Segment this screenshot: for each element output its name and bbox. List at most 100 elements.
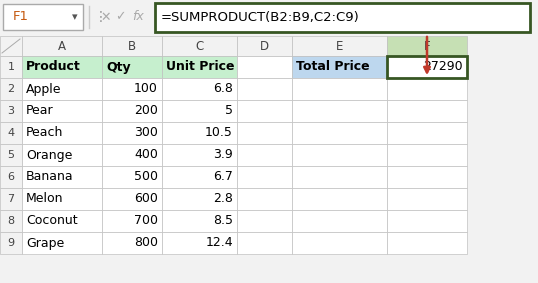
Bar: [387, 56, 467, 78]
Bar: [292, 232, 387, 254]
Bar: [0, 122, 22, 144]
Text: Grape: Grape: [26, 237, 64, 250]
Text: 300: 300: [134, 127, 158, 140]
Text: Banana: Banana: [26, 170, 74, 183]
Bar: [102, 100, 162, 122]
Text: A: A: [58, 40, 66, 53]
Bar: [387, 210, 467, 232]
Bar: [292, 36, 387, 56]
Bar: [162, 100, 237, 122]
Bar: [22, 78, 102, 100]
Text: Coconut: Coconut: [26, 215, 77, 228]
Bar: [0, 144, 22, 166]
Bar: [22, 36, 102, 56]
Bar: [0, 56, 22, 78]
Text: 3.9: 3.9: [213, 149, 233, 162]
Bar: [292, 100, 387, 122]
Text: 6.7: 6.7: [213, 170, 233, 183]
Bar: [292, 122, 387, 144]
Bar: [22, 166, 102, 188]
Bar: [3, 4, 83, 30]
Bar: [102, 78, 162, 100]
Bar: [102, 56, 162, 78]
Bar: [387, 166, 467, 188]
Bar: [162, 122, 237, 144]
Text: 500: 500: [134, 170, 158, 183]
Bar: [387, 144, 467, 166]
Bar: [237, 144, 292, 166]
Bar: [237, 100, 292, 122]
Bar: [292, 188, 387, 210]
Bar: [162, 144, 237, 166]
Bar: [162, 78, 237, 100]
Text: Apple: Apple: [26, 83, 61, 95]
Bar: [162, 36, 237, 56]
Text: ✓: ✓: [115, 10, 125, 23]
Bar: [292, 210, 387, 232]
Bar: [162, 188, 237, 210]
Text: F: F: [424, 40, 430, 53]
Text: 200: 200: [134, 104, 158, 117]
Text: B: B: [128, 40, 136, 53]
Text: 1: 1: [8, 62, 15, 72]
Bar: [102, 232, 162, 254]
Text: Melon: Melon: [26, 192, 63, 205]
Text: E: E: [336, 40, 343, 53]
Text: 5: 5: [225, 104, 233, 117]
Bar: [387, 100, 467, 122]
Bar: [0, 0, 538, 36]
Bar: [387, 232, 467, 254]
Text: ▾: ▾: [72, 12, 78, 22]
Bar: [387, 122, 467, 144]
Bar: [237, 188, 292, 210]
Bar: [0, 210, 22, 232]
Text: 5: 5: [8, 150, 15, 160]
Text: 8.5: 8.5: [213, 215, 233, 228]
Bar: [22, 56, 102, 78]
Bar: [237, 56, 292, 78]
Bar: [292, 56, 387, 78]
Text: Qty: Qty: [106, 61, 131, 74]
Bar: [387, 36, 467, 56]
Bar: [237, 36, 292, 56]
Text: Product: Product: [26, 61, 81, 74]
Bar: [22, 232, 102, 254]
Bar: [155, 3, 530, 32]
Bar: [237, 210, 292, 232]
Text: Total Price: Total Price: [296, 61, 370, 74]
Bar: [0, 78, 22, 100]
Bar: [22, 188, 102, 210]
Text: 6: 6: [8, 172, 15, 182]
Bar: [387, 188, 467, 210]
Text: Orange: Orange: [26, 149, 73, 162]
Text: 4: 4: [8, 128, 15, 138]
Bar: [237, 232, 292, 254]
Text: F1: F1: [13, 10, 29, 23]
Text: 600: 600: [134, 192, 158, 205]
Bar: [162, 232, 237, 254]
Text: 2.8: 2.8: [213, 192, 233, 205]
Text: 700: 700: [134, 215, 158, 228]
Bar: [387, 78, 467, 100]
Bar: [0, 36, 22, 56]
Bar: [162, 166, 237, 188]
Bar: [292, 166, 387, 188]
Bar: [237, 78, 292, 100]
Bar: [102, 122, 162, 144]
Text: 6.8: 6.8: [213, 83, 233, 95]
Text: 800: 800: [134, 237, 158, 250]
Bar: [22, 122, 102, 144]
Bar: [162, 210, 237, 232]
Text: =SUMPRODUCT(B2:B9,C2:C9): =SUMPRODUCT(B2:B9,C2:C9): [161, 11, 360, 24]
Text: 400: 400: [134, 149, 158, 162]
Text: 12.4: 12.4: [206, 237, 233, 250]
Text: 2: 2: [8, 84, 15, 94]
Bar: [0, 100, 22, 122]
Bar: [0, 232, 22, 254]
Text: 9: 9: [8, 238, 15, 248]
Bar: [0, 166, 22, 188]
Text: Peach: Peach: [26, 127, 63, 140]
Bar: [22, 100, 102, 122]
Bar: [237, 166, 292, 188]
Text: fx: fx: [132, 10, 144, 23]
